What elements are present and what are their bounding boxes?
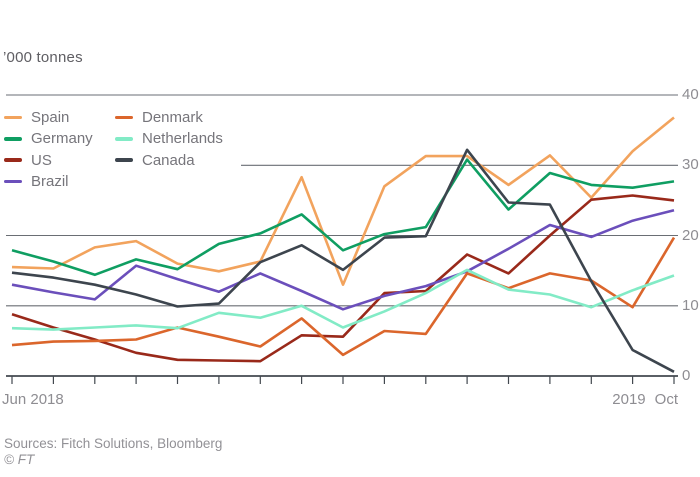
series-line-canada: [11, 148, 675, 373]
legend-swatch-canada: [115, 158, 133, 163]
copyright-line: © FT: [4, 452, 35, 467]
series-line-germany: [11, 158, 675, 277]
legend-label-germany: Germany: [31, 130, 93, 148]
x-axis-label-month: Oct: [654, 391, 678, 408]
y-axis-label-30: 30: [682, 156, 699, 174]
legend-swatch-netherlands: [115, 137, 133, 141]
legend-swatch-spain: [4, 115, 22, 120]
legend-item-denmark: Denmark: [115, 107, 223, 128]
legend-swatch-brazil: [4, 179, 22, 184]
x-axis-label-year: 2019: [612, 391, 646, 408]
series-line-netherlands: [11, 268, 675, 331]
y-axis-label-0: 0: [682, 367, 691, 384]
series-line-denmark: [11, 236, 676, 357]
legend-swatch-us: [4, 158, 22, 163]
legend-item-spain: Spain: [4, 107, 115, 128]
legend-item-us: US: [4, 150, 115, 171]
legend-label-canada: Canada: [142, 151, 195, 169]
legend-swatch-germany: [4, 137, 22, 141]
legend-item-canada: Canada: [115, 150, 223, 171]
legend: Spain Germany US Brazil Denmark Netherlands Ca…: [4, 107, 241, 195]
y-axis-label-40: 40: [682, 86, 699, 103]
series-line-us: [11, 194, 675, 363]
legend-item-brazil: Brazil: [4, 171, 115, 192]
legend-column-2: Denmark Netherlands Canada: [115, 107, 223, 192]
y-axis-label-10: 10: [682, 296, 699, 314]
legend-column-1: Spain Germany US Brazil: [4, 107, 115, 192]
chart-title: ’000 tonnes: [3, 49, 83, 66]
legend-item-germany: Germany: [4, 128, 115, 149]
legend-swatch-denmark: [115, 115, 133, 120]
series-line-brazil: [11, 208, 675, 311]
x-axis-label-start: Jun 2018: [2, 391, 64, 408]
legend-label-netherlands: Netherlands: [142, 130, 223, 148]
legend-label-denmark: Denmark: [142, 109, 203, 127]
y-axis-label-20: 20: [682, 226, 699, 244]
legend-label-spain: Spain: [31, 109, 70, 127]
x-axis-label-end: 2019 Oct: [612, 391, 678, 408]
legend-label-us: US: [31, 151, 52, 169]
legend-label-brazil: Brazil: [31, 173, 69, 191]
legend-item-netherlands: Netherlands: [115, 128, 223, 149]
source-line: Sources: Fitch Solutions, Bloomberg: [4, 436, 223, 451]
series-line-spain: [11, 116, 675, 287]
